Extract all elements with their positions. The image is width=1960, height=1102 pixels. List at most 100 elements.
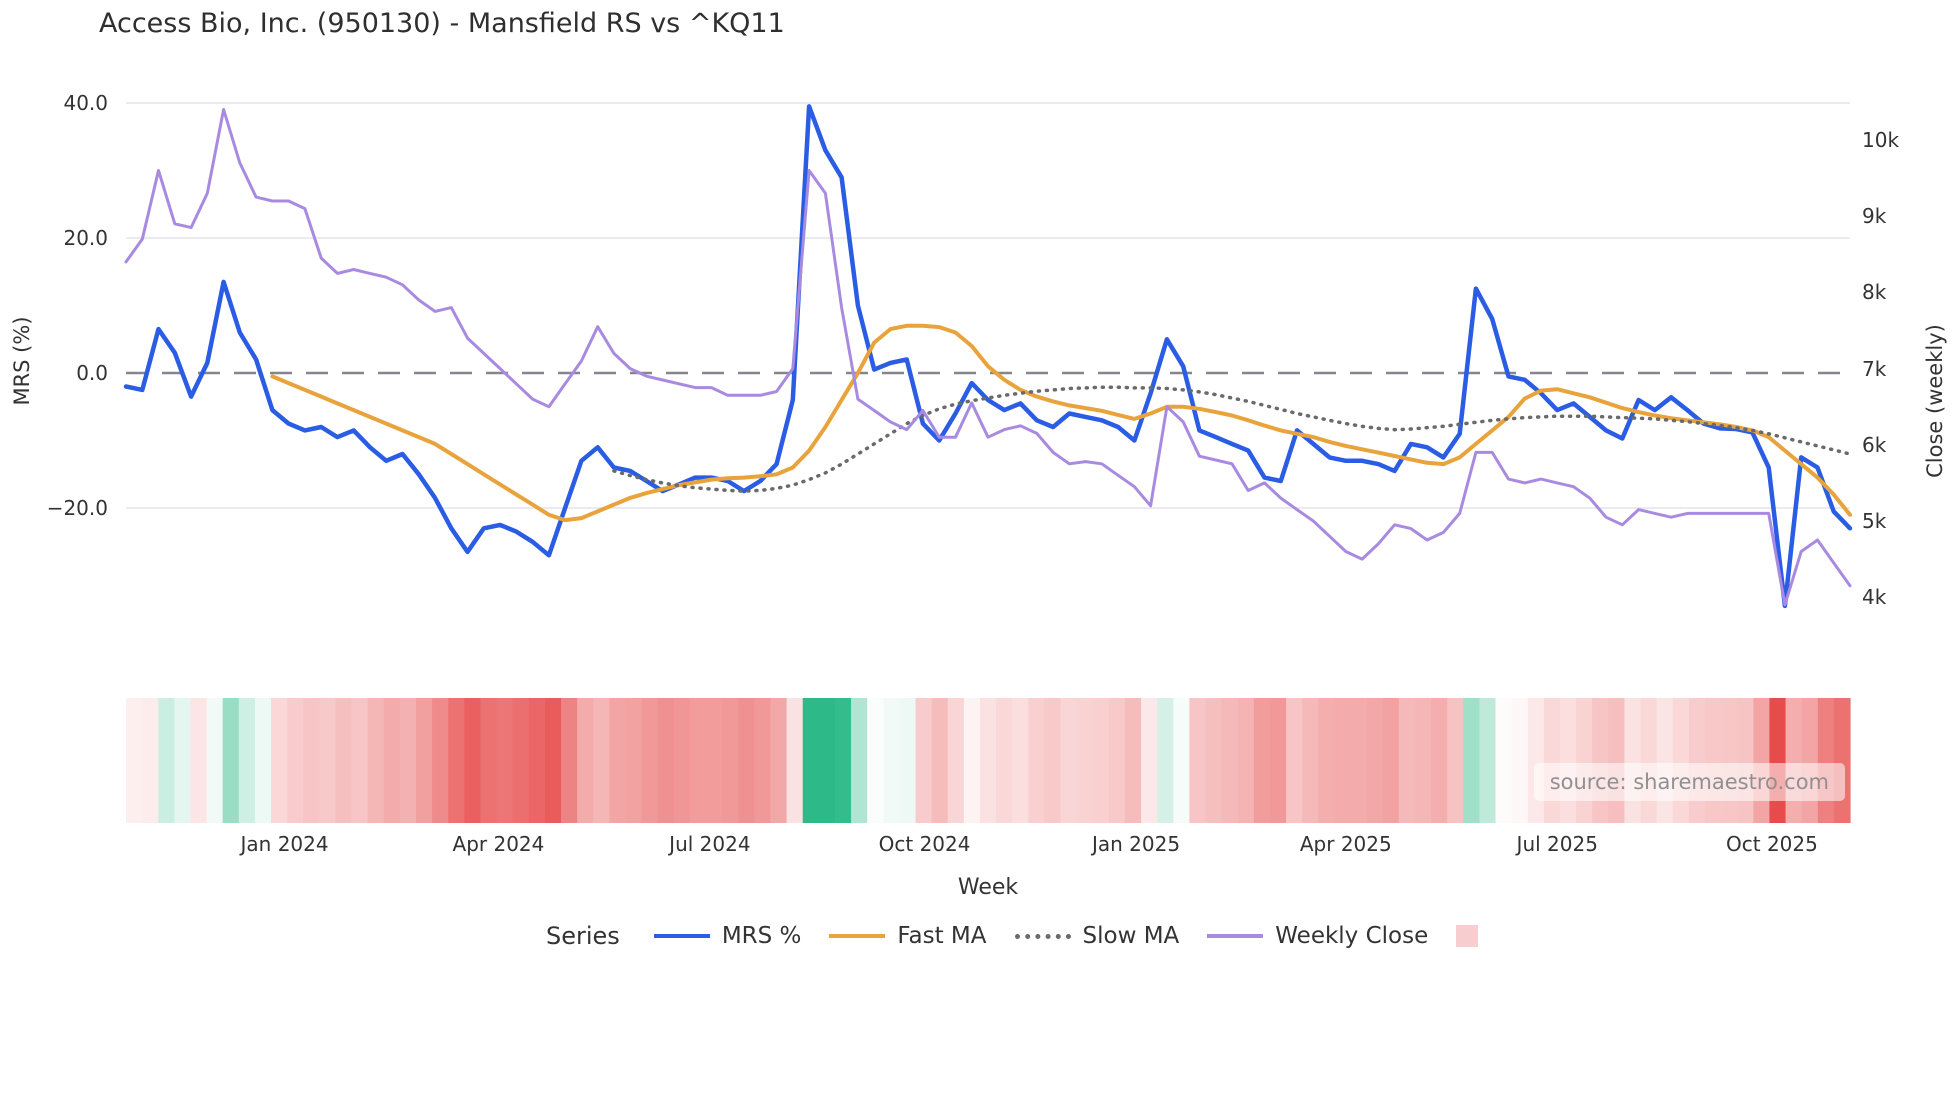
heatmap-cell[interactable] [754, 698, 772, 823]
heatmap-cell[interactable] [593, 698, 610, 823]
heatmap-cell[interactable] [399, 698, 417, 823]
heatmap-cell[interactable] [1028, 698, 1045, 823]
heatmap-cell[interactable] [190, 698, 208, 823]
heatmap-cell[interactable] [883, 698, 900, 823]
heatmap-cell[interactable] [1624, 698, 1642, 823]
heatmap-cell[interactable] [673, 698, 691, 823]
heatmap-cell[interactable] [142, 698, 159, 823]
heatmap-cell[interactable] [544, 698, 562, 823]
legend-heatmap-swatch[interactable] [1456, 925, 1479, 947]
heatmap-cell[interactable] [1785, 698, 1803, 823]
heatmap-cell[interactable] [1688, 698, 1706, 823]
legend-item-weekly-close[interactable]: Weekly Close [1207, 923, 1428, 949]
heatmap-cell[interactable] [947, 698, 965, 823]
heatmap-cell[interactable] [996, 698, 1013, 823]
heatmap-cell[interactable] [254, 698, 272, 823]
heatmap-cell[interactable] [1479, 698, 1497, 823]
heatmap-cell[interactable] [1398, 698, 1416, 823]
heatmap-cell[interactable] [738, 698, 755, 823]
heatmap-cell[interactable] [432, 698, 449, 823]
heatmap-cell[interactable] [222, 698, 240, 823]
heatmap-cell[interactable] [1189, 698, 1207, 823]
heatmap-cell[interactable] [1366, 698, 1384, 823]
heatmap-cell[interactable] [1527, 698, 1545, 823]
heatmap-cell[interactable] [1753, 698, 1771, 823]
heatmap-cell[interactable] [174, 698, 192, 823]
heatmap-cell[interactable] [126, 698, 143, 823]
heatmap-cell[interactable] [899, 698, 917, 823]
heatmap-cell[interactable] [1447, 698, 1464, 823]
heatmap-cell[interactable] [1656, 698, 1674, 823]
heatmap-cell[interactable] [931, 698, 949, 823]
heatmap-cell[interactable] [287, 698, 304, 823]
heatmap-cell[interactable] [625, 698, 643, 823]
heatmap-cell[interactable] [448, 698, 465, 823]
heatmap-cell[interactable] [1060, 698, 1078, 823]
heatmap-cell[interactable] [1414, 698, 1432, 823]
heatmap-cell[interactable] [1141, 698, 1158, 823]
heatmap-cell[interactable] [1559, 698, 1577, 823]
heatmap-cell[interactable] [206, 698, 224, 823]
heatmap-cell[interactable] [1302, 698, 1319, 823]
heatmap-cell[interactable] [1173, 698, 1191, 823]
heatmap-cell[interactable] [496, 698, 514, 823]
heatmap-cell[interactable] [238, 698, 256, 823]
heatmap-cell[interactable] [416, 698, 433, 823]
heatmap-cell[interactable] [802, 698, 820, 823]
heatmap-cell[interactable] [834, 698, 852, 823]
series-line-slow-ma[interactable] [612, 385, 1852, 493]
heatmap-cell[interactable] [1592, 698, 1609, 823]
heatmap-cell[interactable] [609, 698, 627, 823]
heatmap-cell[interactable] [1237, 698, 1255, 823]
legend-item-mrs-[interactable]: MRS % [653, 923, 801, 949]
legend-item-fast-ma[interactable]: Fast MA [829, 923, 987, 949]
heatmap-cell[interactable] [1269, 698, 1287, 823]
heatmap-cell[interactable] [303, 698, 320, 823]
heatmap-cell[interactable] [641, 698, 659, 823]
heatmap-cell[interactable] [1495, 698, 1513, 823]
heatmap-cell[interactable] [480, 698, 498, 823]
heatmap-cell[interactable] [464, 698, 482, 823]
heatmap-cell[interactable] [1124, 698, 1142, 823]
heatmap-cell[interactable] [1044, 698, 1062, 823]
heatmap-cell[interactable] [786, 698, 804, 823]
series-line-weekly-close[interactable] [124, 108, 1852, 607]
heatmap-cell[interactable] [1769, 698, 1787, 823]
heatmap-cell[interactable] [1012, 698, 1029, 823]
heatmap-cell[interactable] [689, 698, 707, 823]
heatmap-cell[interactable] [706, 698, 723, 823]
heatmap-cell[interactable] [1318, 698, 1336, 823]
heatmap-cell[interactable] [1737, 698, 1754, 823]
heatmap-cell[interactable] [158, 698, 175, 823]
heatmap-cell[interactable] [963, 698, 981, 823]
heatmap-cell[interactable] [1511, 698, 1529, 823]
heatmap-cell[interactable] [1672, 698, 1690, 823]
heatmap-cell[interactable] [1704, 698, 1722, 823]
heatmap-cell[interactable] [867, 698, 884, 823]
legend-item-slow-ma[interactable]: Slow MA [1014, 923, 1179, 949]
heatmap-cell[interactable] [383, 698, 401, 823]
heatmap-cell[interactable] [319, 698, 337, 823]
heatmap-cell[interactable] [577, 698, 594, 823]
heatmap-cell[interactable] [1431, 698, 1448, 823]
heatmap-cell[interactable] [657, 698, 675, 823]
heatmap-cell[interactable] [1286, 698, 1303, 823]
heatmap-cell[interactable] [351, 698, 369, 823]
heatmap-cell[interactable] [1108, 698, 1126, 823]
series-line-mrs-[interactable] [123, 104, 1853, 609]
series-line-fast-ma[interactable] [270, 323, 1852, 523]
heatmap-cell[interactable] [1817, 698, 1835, 823]
heatmap-cell[interactable] [1721, 698, 1738, 823]
heatmap-cell[interactable] [770, 698, 788, 823]
heatmap-cell[interactable] [979, 698, 997, 823]
heatmap-cell[interactable] [367, 698, 385, 823]
heatmap-cell[interactable] [1205, 698, 1223, 823]
heatmap-cell[interactable] [1576, 698, 1593, 823]
heatmap-cell[interactable] [818, 698, 836, 823]
heatmap-cell[interactable] [851, 698, 868, 823]
heatmap-cell[interactable] [1157, 698, 1174, 823]
heatmap-cell[interactable] [1463, 698, 1481, 823]
heatmap-cell[interactable] [561, 698, 578, 823]
heatmap-cell[interactable] [1801, 698, 1819, 823]
